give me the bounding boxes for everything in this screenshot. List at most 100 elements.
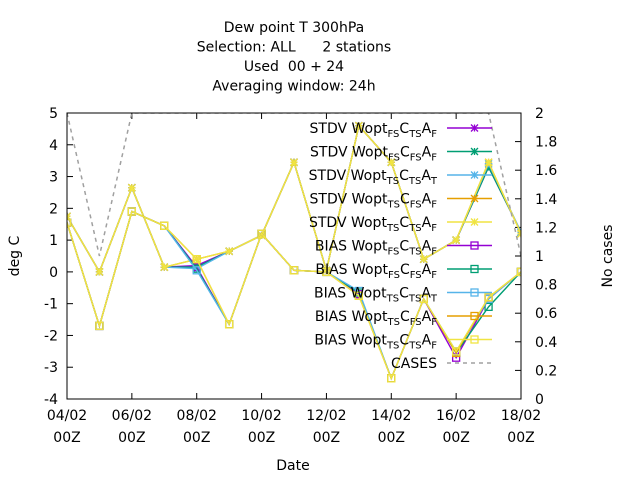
x-tick-label: 06/02 — [112, 408, 152, 424]
x-tick-label: 12/02 — [306, 408, 346, 424]
data-point — [516, 267, 521, 277]
y-tick-label: 0 — [49, 265, 58, 281]
y2-tick-label: 0.6 — [535, 306, 557, 322]
legend-label: STDV WoptFSCFSAF — [310, 145, 437, 164]
data-point — [484, 302, 493, 311]
x-tick-label-hour: 00Z — [378, 430, 405, 446]
y-tick-label: 5 — [49, 106, 58, 122]
x-tick-label-hour: 00Z — [442, 430, 469, 446]
y-tick-label: 1 — [49, 233, 58, 249]
data-point — [290, 158, 298, 167]
data-point — [322, 267, 331, 277]
x-axis-label: Date — [276, 458, 309, 474]
y2-tick-label: 0 — [535, 392, 544, 408]
x-tick-label: 18/02 — [501, 408, 541, 424]
data-point — [387, 374, 396, 383]
series-10 — [67, 207, 521, 383]
data-point — [470, 147, 479, 156]
y-tick-label: 4 — [49, 138, 58, 154]
y2-tick-label: 1.2 — [535, 220, 557, 236]
data-point — [470, 288, 479, 297]
data-point — [419, 255, 428, 264]
data-point — [354, 291, 364, 300]
y-tick-label: -3 — [44, 360, 58, 376]
y-tick-label: 3 — [49, 170, 58, 186]
data-point — [470, 311, 479, 321]
data-point — [517, 229, 521, 238]
data-point — [127, 207, 137, 216]
data-point — [354, 121, 363, 130]
y2-tick-label: 1.4 — [535, 192, 557, 208]
x-tick-label-hour: 00Z — [53, 430, 80, 446]
series-line — [67, 210, 521, 381]
legend-label: BIAS WoptTSCTSAT — [314, 286, 438, 305]
x-tick-label: 16/02 — [436, 408, 476, 424]
x-tick-label: 10/02 — [241, 408, 281, 424]
y-tick-label: 2 — [49, 201, 58, 217]
data-point — [470, 335, 479, 344]
y2-tick-label: 1.8 — [535, 135, 557, 151]
data-point — [224, 320, 234, 329]
data-point — [484, 158, 493, 167]
title-line: Used 00 + 24 — [244, 59, 344, 75]
data-point — [127, 183, 136, 192]
x-tick-labels: 04/02 00Z 06/02 00Z 08/02 00Z 10/02 00Z 12/02 00Z… — [47, 408, 541, 446]
title-line: Selection: ALL 2 stations — [197, 40, 391, 56]
data-point — [470, 171, 479, 179]
data-point — [192, 255, 201, 264]
y2-tick-label: 1 — [535, 249, 544, 265]
data-point — [160, 221, 169, 230]
y2-tick-label: 2 — [535, 106, 544, 122]
series-layer — [67, 113, 521, 383]
y2-tick-label: 0.4 — [535, 335, 557, 351]
x-tick-label: 14/02 — [371, 408, 411, 424]
legend-label: STDV WoptTSCTSAT — [309, 168, 438, 187]
data-point — [387, 158, 396, 167]
data-point — [95, 267, 104, 276]
y-tick-label: -2 — [44, 328, 58, 344]
data-point — [160, 263, 169, 272]
legend-label: BIAS WoptTSCFSAF — [315, 309, 437, 328]
x-tick-label-hour: 00Z — [183, 430, 210, 446]
data-point — [225, 247, 234, 256]
title-line: Averaging window: 24h — [212, 79, 375, 95]
legend-label: STDV WoptFSCTSAF — [310, 121, 438, 140]
data-point — [257, 229, 266, 238]
x-tick-label-hour: 00Z — [313, 430, 340, 446]
data-point — [419, 294, 428, 304]
y2-axis-label: No cases — [600, 225, 616, 288]
data-point — [452, 236, 461, 245]
y2-tick-labels: 0 0.2 0.4 0.6 0.8 1 1.2 1.4 1.6 1.8 2 — [535, 106, 557, 408]
y-tick-label: -4 — [44, 392, 58, 408]
plot-frame — [66, 112, 522, 400]
legend: STDV WoptFSCTSAF STDV WoptFSCFSAF STDV Wop… — [309, 121, 492, 372]
x-tick-label-hour: 00Z — [507, 430, 534, 446]
data-point — [470, 241, 479, 250]
legend-label: STDV WoptTSCFSAF — [310, 192, 438, 211]
x-tick-label-hour: 00Z — [248, 430, 275, 446]
y-tick-labels: -4 -3 -2 -1 0 1 2 3 4 5 — [44, 106, 58, 408]
y2-tick-label: 0.2 — [535, 363, 557, 379]
data-point — [354, 286, 364, 296]
data-point — [289, 266, 299, 275]
legend-label: STDV WoptTSCTSAF — [309, 215, 437, 234]
legend-label: BIAS WoptFSCTSAF — [315, 239, 437, 258]
x-tick-label: 04/02 — [47, 408, 87, 424]
series-6 — [67, 207, 521, 383]
x-tick-label: 08/02 — [177, 408, 217, 424]
data-point — [470, 264, 479, 274]
data-point — [451, 347, 461, 356]
legend-label: BIAS WoptTSCTSAF — [314, 333, 437, 352]
chart-title: Dew point T 300hPa Selection: ALL 2 stati… — [197, 20, 391, 95]
x-tick-label-hour: 00Z — [118, 430, 145, 446]
data-point — [484, 293, 493, 302]
title-line: Dew point T 300hPa — [224, 20, 364, 36]
y-axis-label: deg C — [7, 235, 23, 276]
data-point — [470, 218, 479, 226]
y2-tick-label: 0.8 — [535, 278, 557, 294]
data-point — [192, 266, 201, 275]
legend-label: CASES — [391, 356, 437, 372]
y2-tick-label: 1.6 — [535, 163, 557, 179]
data-point — [95, 321, 104, 331]
